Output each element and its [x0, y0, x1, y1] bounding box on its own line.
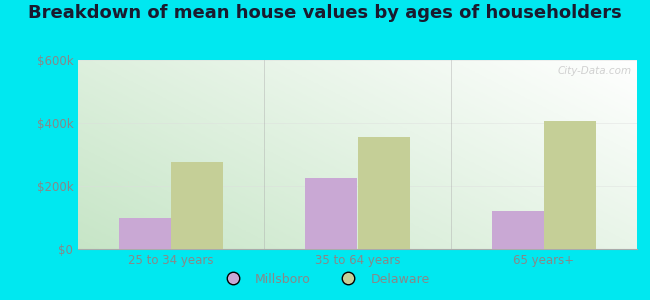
- Bar: [544, 122, 596, 249]
- Bar: [358, 137, 410, 249]
- Bar: [119, 218, 171, 249]
- Bar: [491, 211, 544, 249]
- Text: Breakdown of mean house values by ages of householders: Breakdown of mean house values by ages o…: [28, 4, 622, 22]
- Bar: [306, 178, 358, 249]
- Text: City-Data.com: City-Data.com: [557, 66, 631, 76]
- Legend: Millsboro, Delaware: Millsboro, Delaware: [215, 268, 435, 291]
- Bar: [171, 162, 224, 249]
